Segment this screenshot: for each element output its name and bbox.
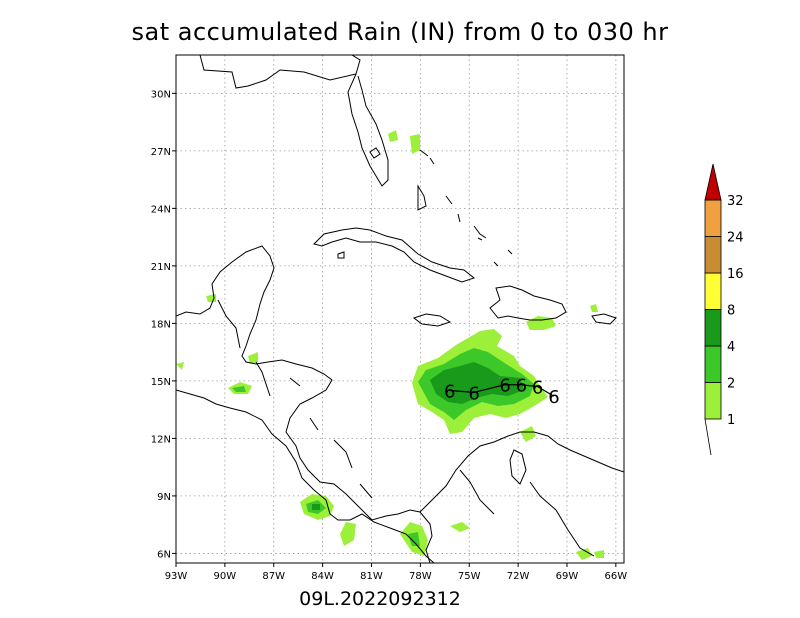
colorbar-label: 8 [727,304,735,319]
rain-area-light [576,548,592,560]
rain-area-light [410,134,420,154]
colorbar-min-tail [704,418,712,456]
colorbar-label: 1 [727,413,735,428]
y-tick-label: 15N [151,377,171,388]
colorbar-label: 24 [727,231,744,246]
track-line [449,384,555,397]
y-tick-label: 9N [157,492,171,503]
rain-area-light [590,304,598,312]
track-symbol: 6 [532,378,543,399]
rain-area-light [176,362,184,370]
x-tick-label: 72W [507,571,530,582]
colorbar-segment [704,382,722,420]
rain-area-light [526,316,556,330]
colorbar-segment [704,345,722,383]
x-tick-label: 66W [605,571,628,582]
colorbar-label: 2 [727,377,735,392]
colorbar-segment [704,309,722,347]
storm-time-stamp: 09L.2022092312 [299,588,461,610]
y-tick-label: 30N [151,89,171,100]
isla-pinos [337,251,345,259]
pacific-coast [176,389,435,563]
y-tick-label: 27N [151,147,171,158]
cuba-coast [313,227,476,283]
florida-coast [199,55,389,187]
chart-title: sat accumulated Rain (IN) from 0 to 030 … [131,18,669,46]
colorbar-segment [704,199,722,237]
rain-area-light [388,130,398,142]
x-tick-label: 81W [360,571,383,582]
rain-area-heavy [312,504,320,510]
y-tick-label: 18N [151,319,171,330]
track-symbol: 6 [548,387,559,408]
coastlines [176,55,624,563]
x-tick-label: 69W [556,571,579,582]
central-america-coast [176,245,433,563]
lake-maracaibo [509,449,527,485]
x-tick-label: 84W [311,571,334,582]
borders [217,299,595,557]
y-tick-label: 6N [157,549,171,560]
axis-ticks: 93W 90W 87W 84W 81W 78W 75W 72W 69W 66W 6N 9N 12N 15N… [151,89,627,582]
x-tick-label: 75W [458,571,481,582]
colorbar-segment [704,236,722,274]
rain-area-light [340,522,356,546]
rain-area-heavy [430,362,524,404]
lake-okeechobee [369,147,381,159]
rain-area-medium [408,532,420,546]
track-symbol: 6 [444,381,455,402]
rain-area-medium [232,386,246,392]
colorbar-label: 4 [727,340,735,355]
x-tick-label: 90W [214,571,237,582]
colorbar-segment [704,272,722,310]
hispaniola-coast [489,285,567,321]
map-frame [175,54,625,564]
x-tick-label: 93W [165,571,188,582]
y-tick-label: 24N [151,204,171,215]
colorbar-label: 16 [727,267,744,282]
x-tick-label: 78W [409,571,432,582]
puerto-rico-coast [591,313,617,325]
y-tick-label: 21N [151,262,171,273]
track-symbol: 6 [468,383,479,404]
south-america-coast [419,431,624,513]
rain-area-light [450,522,470,532]
colorbar-max-triangle [704,163,722,201]
bahamas [417,149,513,267]
x-tick-label: 87W [262,571,285,582]
graticule [175,55,624,563]
y-tick-label: 12N [151,434,171,445]
colorbar-label: 32 [727,194,744,209]
track-symbol: 6 [516,376,527,397]
jamaica-coast [412,313,452,327]
rain-area-light [594,550,604,558]
rain-area-light [248,352,258,364]
rain-area-light [520,426,536,442]
track-symbol: 6 [499,376,510,397]
